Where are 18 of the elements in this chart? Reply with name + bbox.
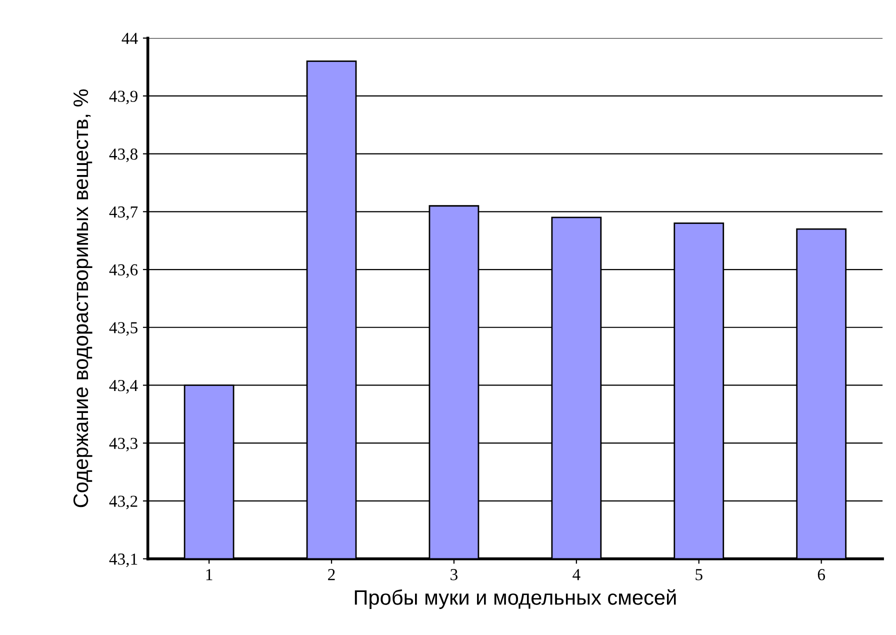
y-tick-label: 43,5 <box>109 322 138 336</box>
x-axis-title: Пробы муки и модельных смесей <box>354 589 676 609</box>
y-tick-label: 43,7 <box>109 206 138 220</box>
y-tick-label: 43,1 <box>109 554 138 568</box>
x-tick-label: 1 <box>206 569 212 580</box>
x-tick-label: 5 <box>696 569 702 580</box>
y-tick-label: 43,3 <box>109 438 138 452</box>
y-tick-label: 43,8 <box>109 148 138 162</box>
y-axis-title: Содержание водорастворимых веществ, % <box>73 89 92 508</box>
y-tick-label: 43,2 <box>109 496 138 510</box>
x-tick-label: 2 <box>328 569 335 580</box>
y-tick-label: 43,4 <box>109 380 138 394</box>
x-tick-label: 3 <box>450 569 458 580</box>
y-tick-label: 43,6 <box>109 264 138 278</box>
y-tick-label: 43,9 <box>109 90 138 104</box>
y-tick-label: 44 <box>122 32 138 44</box>
x-tick-label: 4 <box>572 569 580 580</box>
x-tick-label: 6 <box>818 569 826 580</box>
